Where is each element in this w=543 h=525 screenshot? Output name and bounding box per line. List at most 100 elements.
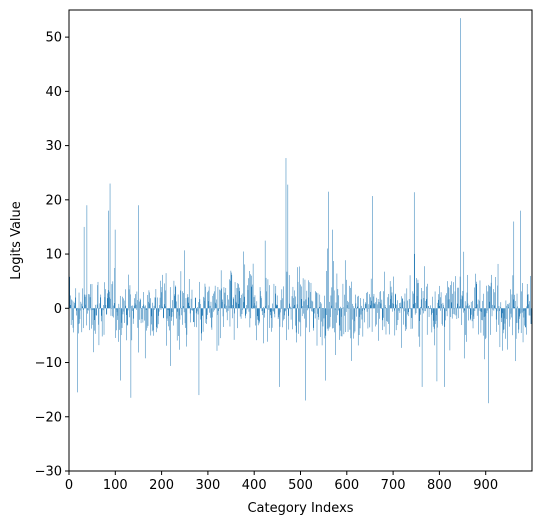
bar (153, 308, 154, 336)
bar (119, 308, 121, 330)
bar (403, 301, 405, 309)
bar (364, 308, 365, 323)
bar (502, 308, 504, 334)
bar (471, 308, 472, 315)
bar (358, 308, 360, 335)
bar (445, 295, 446, 309)
bar (299, 308, 301, 323)
bar (171, 308, 173, 312)
bar (188, 279, 190, 309)
bar (391, 292, 393, 309)
bar (332, 229, 333, 309)
bar (337, 308, 338, 316)
bar (514, 300, 516, 309)
bar (375, 308, 376, 327)
bar (351, 308, 352, 361)
bar (341, 308, 342, 317)
bar (313, 308, 315, 309)
bar (183, 292, 184, 309)
bar (328, 191, 329, 309)
bar (363, 298, 364, 309)
y-axis-ticks: −30 −20 −10 0 10 20 30 40 50 (35, 31, 69, 480)
bar (228, 305, 230, 309)
bar (189, 306, 190, 309)
y-tick-label: 0 (54, 302, 62, 317)
bar (459, 307, 460, 309)
bar (225, 308, 226, 309)
bar (226, 308, 227, 313)
bar (101, 308, 102, 316)
bar (169, 308, 171, 317)
bar (398, 308, 400, 311)
bar (514, 294, 515, 309)
bar (238, 287, 240, 309)
bar (258, 308, 259, 321)
bar (530, 275, 531, 309)
bar (298, 308, 300, 322)
bar (282, 308, 284, 321)
bar (256, 301, 258, 309)
bar (312, 301, 314, 309)
bar (235, 301, 237, 309)
bar (147, 294, 148, 309)
bar (350, 287, 351, 309)
bar (387, 297, 389, 309)
bar (74, 302, 76, 309)
bar (452, 308, 454, 314)
bar (425, 308, 426, 312)
bar (333, 290, 335, 309)
bar (80, 301, 82, 309)
bar (326, 308, 327, 315)
bar (77, 308, 78, 393)
bar (530, 308, 532, 324)
bar (173, 280, 175, 309)
x-tick-label: 800 (427, 478, 452, 493)
bar (457, 287, 458, 309)
bar (80, 308, 81, 311)
bar (253, 297, 255, 309)
bar (480, 308, 481, 312)
bar (503, 308, 505, 330)
bar (478, 308, 480, 311)
bar (157, 308, 158, 329)
bar (150, 298, 151, 309)
bar (206, 308, 208, 320)
bar (82, 288, 83, 309)
bar (358, 295, 359, 309)
bar (413, 192, 415, 309)
bar (128, 274, 129, 309)
bar (261, 298, 262, 309)
bar (301, 308, 303, 317)
bar (357, 296, 358, 309)
bar (501, 308, 502, 323)
bar (286, 271, 288, 309)
bar (78, 308, 79, 334)
bar (144, 308, 146, 359)
bar (427, 283, 428, 309)
bar (128, 289, 130, 309)
bar (130, 308, 132, 398)
bar (407, 308, 409, 317)
bar (185, 298, 187, 309)
bar (145, 305, 146, 309)
bar (483, 308, 485, 317)
bar (88, 294, 89, 309)
bar (353, 308, 354, 339)
bar (523, 308, 525, 318)
bar (418, 308, 420, 337)
bar (417, 279, 419, 309)
bar (360, 308, 362, 315)
bar (469, 305, 470, 309)
bar (152, 308, 154, 331)
bar (503, 308, 504, 330)
bar (217, 308, 218, 315)
bar (174, 295, 175, 309)
bar (303, 308, 304, 314)
bar (495, 277, 496, 309)
bar (483, 293, 484, 309)
bar (472, 308, 474, 329)
bar (228, 299, 229, 309)
bar (436, 308, 438, 382)
bar (216, 308, 218, 351)
bar (461, 295, 463, 309)
